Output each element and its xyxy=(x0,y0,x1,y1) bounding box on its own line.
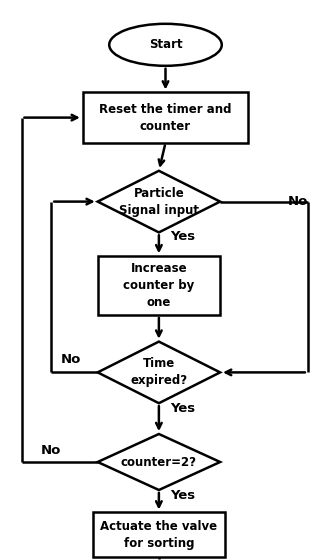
Polygon shape xyxy=(98,434,220,490)
Bar xyxy=(98,256,220,315)
Polygon shape xyxy=(98,342,220,403)
Text: counter=2?: counter=2? xyxy=(121,455,197,469)
Text: No: No xyxy=(41,444,62,458)
Polygon shape xyxy=(98,171,220,232)
Ellipse shape xyxy=(109,24,222,66)
Text: Actuate the valve
for sorting: Actuate the valve for sorting xyxy=(100,520,217,550)
Text: Start: Start xyxy=(149,38,182,52)
Text: Particle
Signal input: Particle Signal input xyxy=(119,186,199,217)
Bar xyxy=(93,512,225,557)
Text: Reset the timer and
counter: Reset the timer and counter xyxy=(99,102,232,133)
Text: Time
expired?: Time expired? xyxy=(130,357,187,388)
Text: Yes: Yes xyxy=(170,230,196,243)
Text: No: No xyxy=(61,353,81,366)
Text: Yes: Yes xyxy=(170,489,196,502)
Text: No: No xyxy=(288,195,308,208)
Text: Yes: Yes xyxy=(170,402,196,416)
Bar xyxy=(83,92,248,143)
Text: Increase
counter by
one: Increase counter by one xyxy=(123,262,195,309)
